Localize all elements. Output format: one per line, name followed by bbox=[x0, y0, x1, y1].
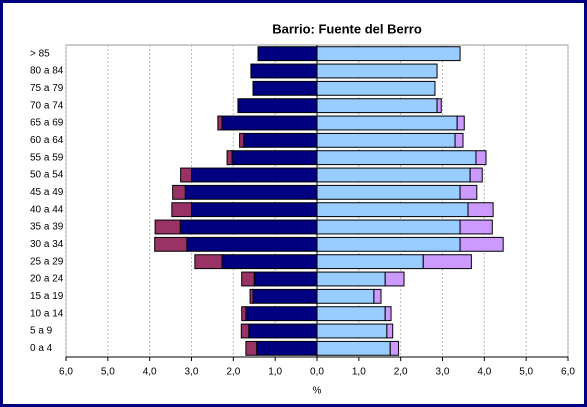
bar-segment bbox=[252, 288, 318, 304]
x-tick-label: 5,0 bbox=[101, 367, 115, 378]
bar-segment bbox=[469, 167, 483, 183]
y-tick-label: 20 a 24 bbox=[30, 274, 64, 285]
bar-segment bbox=[194, 254, 223, 270]
bar-segment bbox=[241, 271, 255, 287]
bar-segment bbox=[373, 288, 382, 304]
y-tick-label: > 85 bbox=[30, 48, 50, 59]
y-tick-label: 25 a 29 bbox=[30, 256, 64, 267]
x-tick-label: 6,0 bbox=[59, 367, 73, 378]
bar-segment bbox=[184, 184, 318, 200]
bar-segment bbox=[237, 98, 318, 114]
bar-segment bbox=[316, 132, 456, 148]
y-tick-label: 15 a 19 bbox=[30, 291, 64, 302]
y-tick-label: 45 a 49 bbox=[30, 187, 64, 198]
bar-segment bbox=[384, 271, 405, 287]
bar-segment bbox=[389, 340, 400, 356]
bar-segment bbox=[240, 323, 250, 339]
x-tick-label: 2,0 bbox=[394, 367, 408, 378]
bar-segment bbox=[316, 63, 438, 79]
bar-segment bbox=[386, 323, 394, 339]
bar-segment bbox=[250, 63, 318, 79]
bar-segment bbox=[252, 80, 318, 96]
x-tick-label: 1,0 bbox=[268, 367, 282, 378]
bar-segment bbox=[316, 184, 461, 200]
bar-segment bbox=[226, 150, 233, 166]
bar-segment bbox=[459, 219, 493, 235]
x-tick-label: 6,0 bbox=[561, 367, 575, 378]
bar-segment bbox=[467, 202, 494, 218]
bar-segment bbox=[253, 271, 318, 287]
y-tick-label: 5 a 9 bbox=[30, 326, 53, 337]
bar-segment bbox=[180, 167, 193, 183]
bar-segment bbox=[154, 219, 181, 235]
bar-segment bbox=[316, 202, 469, 218]
bar-segment bbox=[179, 219, 318, 235]
bar-segment bbox=[316, 98, 438, 114]
bar-segment bbox=[316, 288, 375, 304]
y-tick-label: 10 a 14 bbox=[30, 308, 64, 319]
bar-segment bbox=[257, 46, 318, 62]
x-tick-label: 5,0 bbox=[519, 367, 533, 378]
x-tick-label: 0,0 bbox=[310, 367, 324, 378]
bar-segment bbox=[191, 202, 318, 218]
bar-segment bbox=[316, 46, 461, 62]
bar-segment bbox=[221, 254, 318, 270]
bar-segment bbox=[316, 115, 458, 131]
bar-segment bbox=[256, 340, 318, 356]
bar-segment bbox=[186, 236, 318, 252]
bar-segment bbox=[475, 150, 487, 166]
bar-segment bbox=[316, 323, 388, 339]
bar-segment bbox=[459, 184, 478, 200]
bar-segment bbox=[231, 150, 318, 166]
y-tick-label: 35 a 39 bbox=[30, 222, 64, 233]
bar-segment bbox=[221, 115, 318, 131]
x-tick-label: 4,0 bbox=[143, 367, 157, 378]
bar-segment bbox=[316, 236, 461, 252]
bar-segment bbox=[316, 167, 471, 183]
x-axis-label: % bbox=[313, 386, 322, 397]
x-tick-label: 3,0 bbox=[185, 367, 199, 378]
bar-segment bbox=[316, 254, 424, 270]
bar-segment bbox=[436, 98, 442, 114]
y-tick-label: 60 a 64 bbox=[30, 135, 64, 146]
bar-segment bbox=[248, 323, 318, 339]
y-tick-label: 65 a 69 bbox=[30, 118, 64, 129]
x-tick-label: 2,0 bbox=[226, 367, 240, 378]
y-tick-label: 50 a 54 bbox=[30, 170, 64, 181]
bar-segment bbox=[422, 254, 472, 270]
bar-segment bbox=[171, 202, 192, 218]
bar-segment bbox=[316, 306, 386, 322]
y-tick-label: 40 a 44 bbox=[30, 204, 64, 215]
chart-title: Barrio: Fuente del Berro bbox=[272, 21, 422, 36]
y-tick-label: 55 a 59 bbox=[30, 152, 64, 163]
bar-segment bbox=[243, 132, 318, 148]
bar-segment bbox=[245, 340, 258, 356]
x-tick-label: 1,0 bbox=[352, 367, 366, 378]
bar-segment bbox=[316, 80, 436, 96]
y-tick-label: 70 a 74 bbox=[30, 100, 64, 111]
bar-segment bbox=[241, 306, 247, 322]
bar-segment bbox=[316, 340, 391, 356]
x-tick-label: 4,0 bbox=[477, 367, 491, 378]
bar-segment bbox=[316, 271, 386, 287]
bar-segment bbox=[172, 184, 186, 200]
bar-segment bbox=[456, 115, 465, 131]
bar-segment bbox=[249, 288, 254, 304]
bar-segment bbox=[316, 219, 461, 235]
bar-segment bbox=[459, 236, 504, 252]
y-tick-label: 80 a 84 bbox=[30, 66, 64, 77]
bar-segment bbox=[454, 132, 464, 148]
bar-segment bbox=[384, 306, 392, 322]
y-tick-label: 0 a 4 bbox=[30, 343, 53, 354]
bar-segment bbox=[316, 150, 477, 166]
bar-segment bbox=[191, 167, 318, 183]
bar-segment bbox=[217, 115, 223, 131]
bar-segment bbox=[245, 306, 318, 322]
x-tick-label: 3,0 bbox=[436, 367, 450, 378]
bar-segment bbox=[239, 132, 245, 148]
bar-segment bbox=[154, 236, 188, 252]
y-tick-label: 30 a 34 bbox=[30, 239, 64, 250]
y-tick-label: 75 a 79 bbox=[30, 83, 64, 94]
